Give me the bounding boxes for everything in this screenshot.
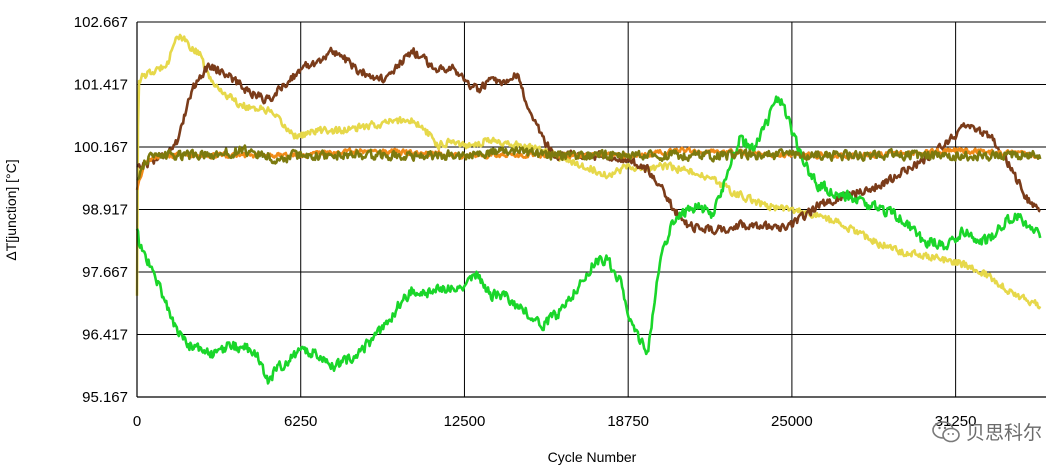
x-tick-label: 12500	[444, 413, 486, 430]
watermark: 贝思科尔	[932, 418, 1042, 445]
label-layer: 0 6250 12500 18750 25000 31250 95.167 96.417 97.…	[74, 14, 977, 430]
y-tick-label: 97.667	[82, 264, 128, 281]
x-tick-label: 18750	[607, 413, 649, 430]
watermark-text: 贝思科尔	[965, 422, 1042, 444]
x-tick-label: 6250	[284, 413, 317, 430]
axis-layer	[136, 22, 1046, 398]
y-tick-label: 96.417	[82, 327, 128, 344]
y-tick-label: 100.167	[74, 139, 128, 156]
series-line-5	[136, 144, 1042, 181]
y-axis-title: ΔT[junction] [°C]	[3, 159, 19, 260]
series-line-4	[135, 95, 1042, 385]
series-line-1	[135, 33, 1042, 310]
y-tick-label: 101.417	[74, 77, 128, 94]
wechat-icon	[932, 420, 960, 444]
y-tick-label: 95.167	[82, 389, 128, 406]
series-layer	[135, 33, 1042, 385]
x-tick-label: 31250	[935, 413, 977, 430]
y-tick-label: 98.917	[82, 202, 128, 219]
x-tick-label: 0	[133, 413, 141, 430]
grid-layer	[137, 21, 1046, 398]
x-axis-title: Cycle Number	[548, 449, 637, 465]
series-line-2	[136, 46, 1041, 236]
x-tick-label: 25000	[771, 413, 813, 430]
y-tick-label: 102.667	[74, 14, 128, 31]
